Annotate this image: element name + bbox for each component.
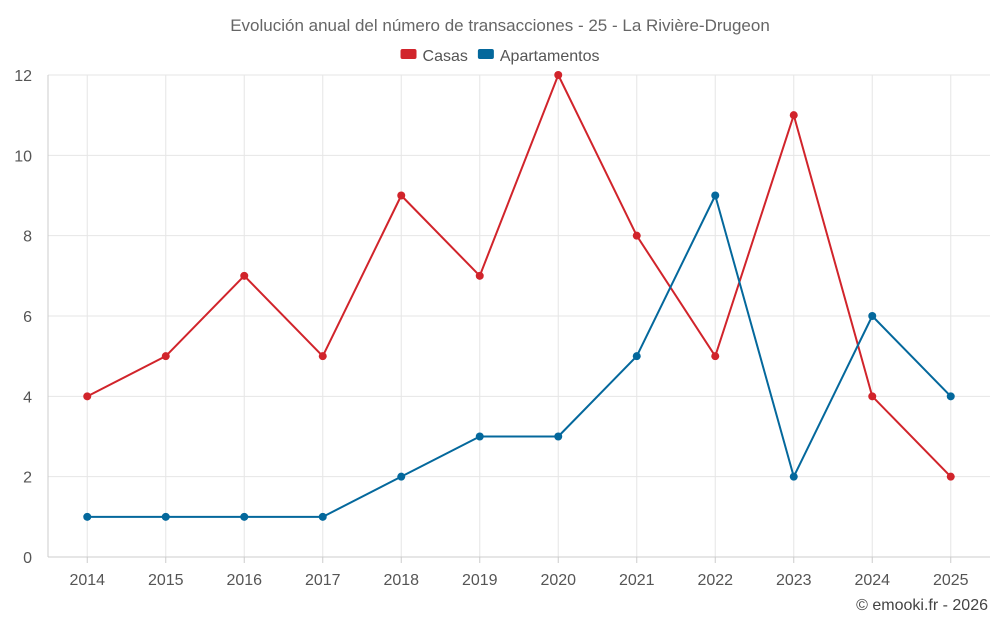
legend-swatch-casas <box>400 49 417 59</box>
data-point-casas[interactable] <box>240 271 249 280</box>
chart-title: Evolución anual del número de transaccio… <box>230 16 770 35</box>
y-tick-label: 10 <box>14 148 32 165</box>
legend: Casas Apartamentos <box>400 48 600 65</box>
series-line-casas <box>86 74 952 478</box>
data-point-apartamentos[interactable] <box>318 512 327 521</box>
data-point-casas[interactable] <box>711 352 720 361</box>
x-tick-label: 2025 <box>933 572 969 589</box>
data-point-apartamentos[interactable] <box>789 472 798 481</box>
y-tick-label: 12 <box>14 68 32 85</box>
legend-label-casas: Casas <box>423 48 468 65</box>
x-tick-label: 2024 <box>854 572 890 589</box>
legend-label-apartamentos: Apartamentos <box>500 48 600 65</box>
data-point-casas[interactable] <box>946 472 955 481</box>
data-point-casas[interactable] <box>161 352 170 361</box>
data-point-apartamentos[interactable] <box>161 512 170 521</box>
x-tick-label: 2020 <box>540 572 576 589</box>
x-tick-label: 2015 <box>148 572 184 589</box>
y-tick-label: 6 <box>23 309 32 326</box>
y-tick-label: 2 <box>23 470 32 487</box>
data-point-apartamentos[interactable] <box>632 352 641 361</box>
data-point-apartamentos[interactable] <box>946 392 955 401</box>
data-point-casas[interactable] <box>632 231 641 240</box>
data-point-casas[interactable] <box>318 352 327 361</box>
data-point-casas[interactable] <box>554 71 563 79</box>
data-point-apartamentos[interactable] <box>868 312 877 320</box>
data-point-apartamentos[interactable] <box>83 512 92 521</box>
data-point-apartamentos[interactable] <box>711 191 720 200</box>
x-tick-label: 2021 <box>619 572 655 589</box>
data-point-casas[interactable] <box>397 191 406 200</box>
data-point-casas[interactable] <box>475 271 484 280</box>
legend-item-apartamentos[interactable]: Apartamentos <box>477 48 600 65</box>
data-point-apartamentos[interactable] <box>240 512 249 521</box>
legend-item-casas[interactable]: Casas <box>400 48 468 65</box>
series-layer <box>83 71 955 521</box>
x-tick-label: 2022 <box>697 572 733 589</box>
grid <box>48 74 990 558</box>
data-point-casas[interactable] <box>789 111 798 120</box>
x-tick-label: 2016 <box>226 572 262 589</box>
data-point-casas[interactable] <box>868 392 877 401</box>
y-tick-label: 0 <box>23 550 32 567</box>
data-point-apartamentos[interactable] <box>397 472 406 481</box>
x-tick-label: 2017 <box>305 572 341 589</box>
data-point-apartamentos[interactable] <box>475 432 484 441</box>
x-tick-label: 2019 <box>462 572 498 589</box>
x-tick-label: 2014 <box>69 572 105 589</box>
y-tick-label: 4 <box>23 389 32 406</box>
credit-text: © emooki.fr - 2026 <box>856 597 988 614</box>
data-point-casas[interactable] <box>83 392 92 401</box>
series-line-apartamentos <box>87 194 952 518</box>
x-tick-label: 2023 <box>776 572 812 589</box>
axes: 0 2 4 6 8 10 12 2014 2015 2016 2017 2018 2019 2020 202… <box>14 68 990 589</box>
x-tick-label: 2018 <box>383 572 419 589</box>
data-point-apartamentos[interactable] <box>554 432 563 441</box>
legend-swatch-apartamentos <box>477 49 494 59</box>
y-tick-label: 8 <box>23 229 32 246</box>
